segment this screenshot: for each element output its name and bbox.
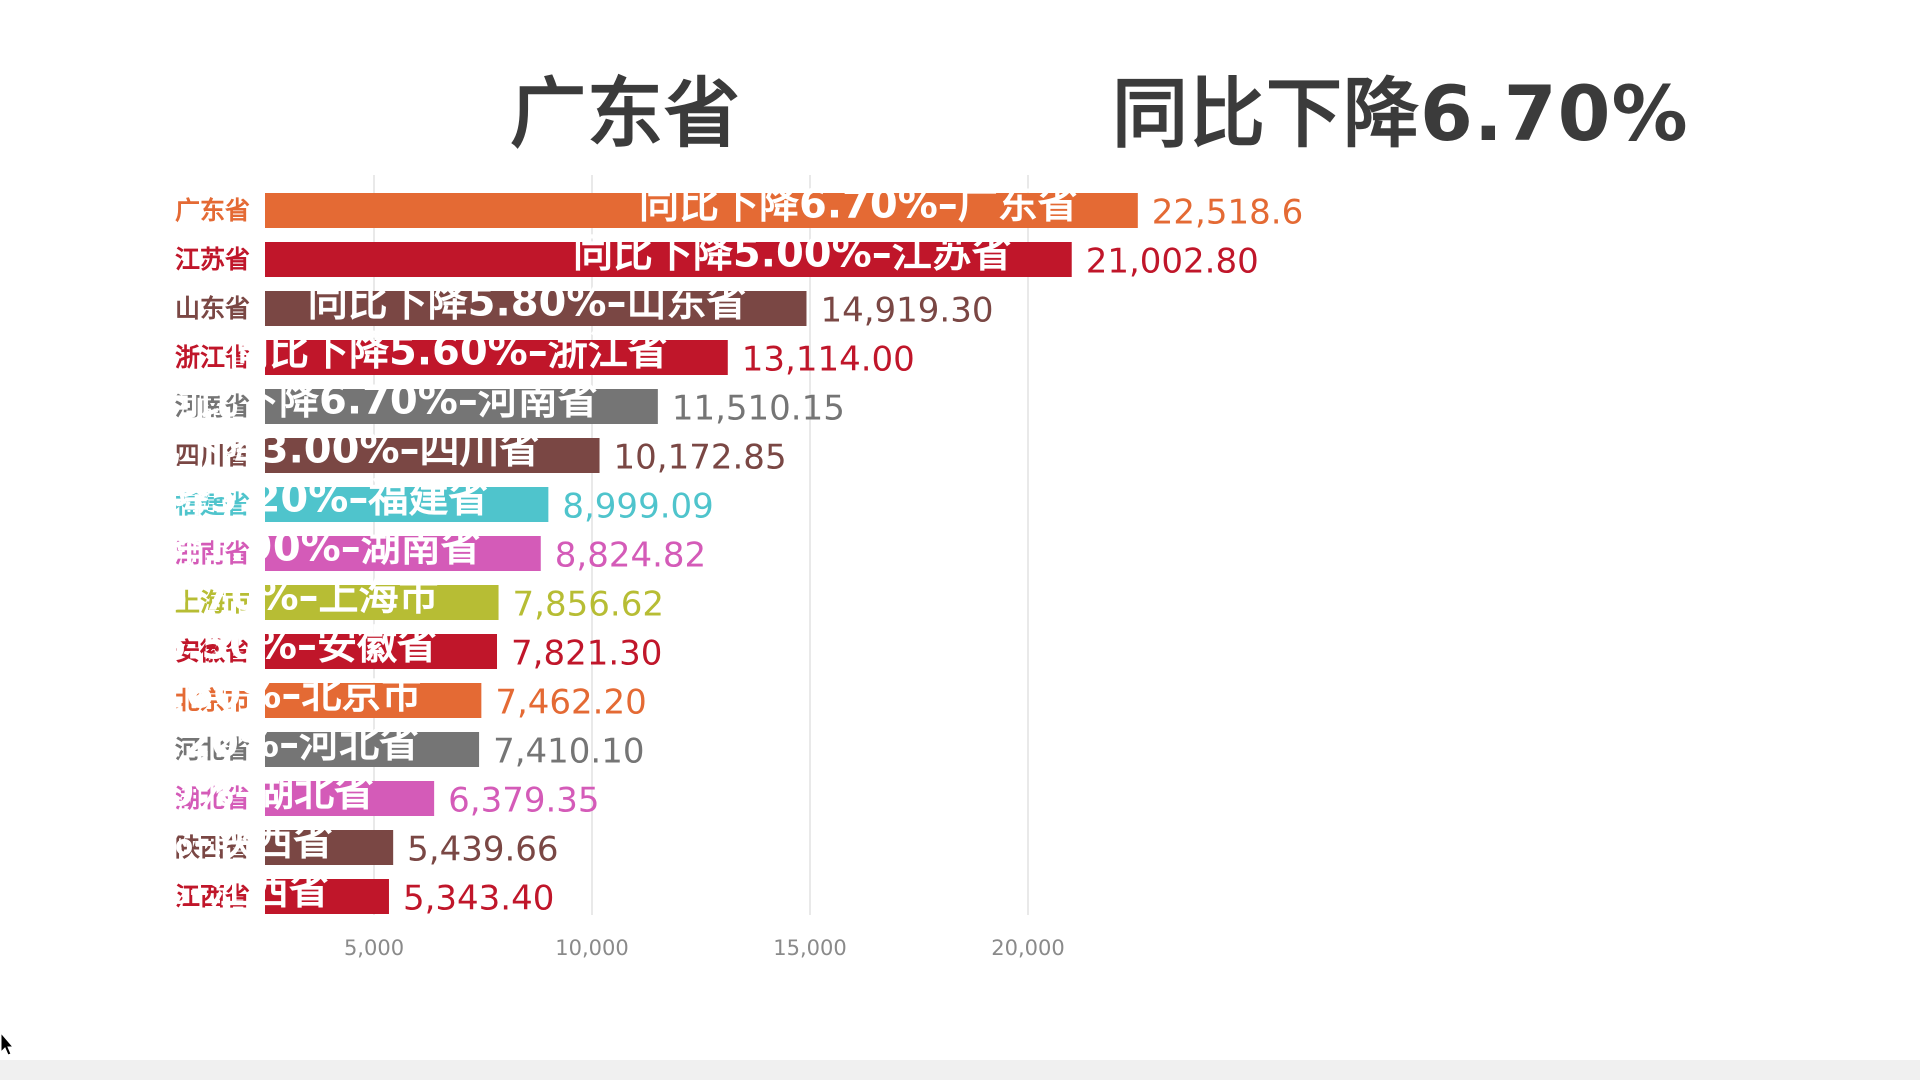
x-axis-ticks: 5,000 10,000 15,000 20,000 bbox=[344, 936, 1065, 960]
bar-label: 同比下降6.70%–上海市 bbox=[0, 574, 439, 620]
category-label: 河北省 bbox=[175, 735, 250, 764]
value-label: 11,510.15 bbox=[672, 389, 845, 429]
bar-label: 同比下降6.70%–河南省 bbox=[159, 378, 598, 424]
bar-label: 同比下降6.20%–河北省 bbox=[0, 721, 419, 767]
x-tick-label: 20,000 bbox=[991, 936, 1064, 960]
bar-label: 同比下降6.50%–安徽省 bbox=[0, 623, 437, 669]
category-label: 上海市 bbox=[175, 588, 250, 617]
x-tick-label: 15,000 bbox=[773, 936, 846, 960]
category-label: 江苏省 bbox=[175, 245, 250, 274]
bar-label: 同比下降1.90%–湖南省 bbox=[42, 525, 481, 571]
x-tick-label: 10,000 bbox=[555, 936, 628, 960]
bar-label: 同比下降6.60%–北京市 bbox=[0, 672, 421, 718]
bar bbox=[265, 291, 807, 326]
category-label: 北京市 bbox=[175, 686, 250, 715]
value-label: 7,821.30 bbox=[511, 634, 662, 674]
category-label: 湖南省 bbox=[175, 539, 250, 568]
category-label: 山东省 bbox=[175, 294, 250, 323]
category-label: 湖北省 bbox=[175, 784, 250, 813]
bar bbox=[265, 340, 728, 375]
bar bbox=[265, 830, 394, 865]
value-label: 7,462.20 bbox=[495, 683, 646, 723]
bar bbox=[265, 193, 1138, 228]
bar-label: 同比下降3.80%–江西省 bbox=[0, 868, 329, 914]
bar bbox=[265, 536, 541, 571]
value-label: 13,114.00 bbox=[742, 340, 915, 380]
value-label: 6,379.35 bbox=[448, 781, 599, 821]
bar bbox=[265, 781, 435, 816]
category-label: 陕西省 bbox=[175, 833, 250, 862]
value-label: 8,999.09 bbox=[562, 487, 713, 527]
value-label: 10,172.85 bbox=[614, 438, 787, 478]
bars bbox=[265, 193, 1138, 914]
bar-label: 同比下降5.60%–陕西省 bbox=[0, 819, 333, 865]
value-label: 22,518.6 bbox=[1152, 193, 1303, 233]
bottom-strip bbox=[0, 1060, 1920, 1080]
current-region-title: 广东省 bbox=[510, 69, 741, 158]
category-label: 四川省 bbox=[175, 441, 250, 470]
value-label: 5,343.40 bbox=[403, 879, 554, 919]
bar bbox=[265, 879, 389, 914]
bar bbox=[265, 732, 480, 767]
bar bbox=[265, 683, 482, 718]
category-label: 浙江省 bbox=[175, 343, 250, 372]
bar-label: 同比下降39.20%–湖北省 bbox=[0, 770, 374, 816]
current-change-title: 同比下降6.70% bbox=[1112, 69, 1689, 158]
value-label: 5,439.66 bbox=[407, 830, 558, 870]
value-label: 21,002.80 bbox=[1086, 242, 1259, 282]
value-label: 7,410.10 bbox=[493, 732, 644, 772]
bar bbox=[265, 634, 498, 669]
bar-label: 同比下降5.20%–福建省 bbox=[50, 476, 489, 522]
bar bbox=[265, 389, 658, 424]
bar bbox=[265, 585, 499, 620]
value-label: 7,856.62 bbox=[513, 585, 664, 625]
category-label: 广东省 bbox=[175, 196, 250, 225]
category-label: 江西省 bbox=[175, 882, 250, 911]
category-label: 河南省 bbox=[175, 392, 250, 421]
bar bbox=[265, 242, 1072, 277]
bar bbox=[265, 487, 549, 522]
bar bbox=[265, 438, 600, 473]
x-tick-label: 5,000 bbox=[344, 936, 404, 960]
category-label: 福建省 bbox=[174, 490, 250, 519]
bar-label: 同比下降5.80%–山东省 bbox=[308, 280, 747, 326]
value-label: 14,919.30 bbox=[820, 291, 993, 331]
value-label: 8,824.82 bbox=[555, 536, 706, 576]
category-label: 安徽省 bbox=[175, 637, 250, 666]
bar-label: 同比下降5.00%–江苏省 bbox=[573, 231, 1012, 277]
labels: 广东省 同比下降6.70%–广东省 22,518.6 江苏省 同比下降5.00%–江苏省… bbox=[0, 182, 1303, 919]
bar-label: 同比下降3.00%–四川省 bbox=[101, 427, 540, 473]
mouse-cursor-icon bbox=[0, 1032, 14, 1056]
bar-label: 同比下降5.60%–浙江省 bbox=[229, 329, 668, 375]
bar-label: 同比下降6.70%–广东省 bbox=[639, 182, 1078, 228]
